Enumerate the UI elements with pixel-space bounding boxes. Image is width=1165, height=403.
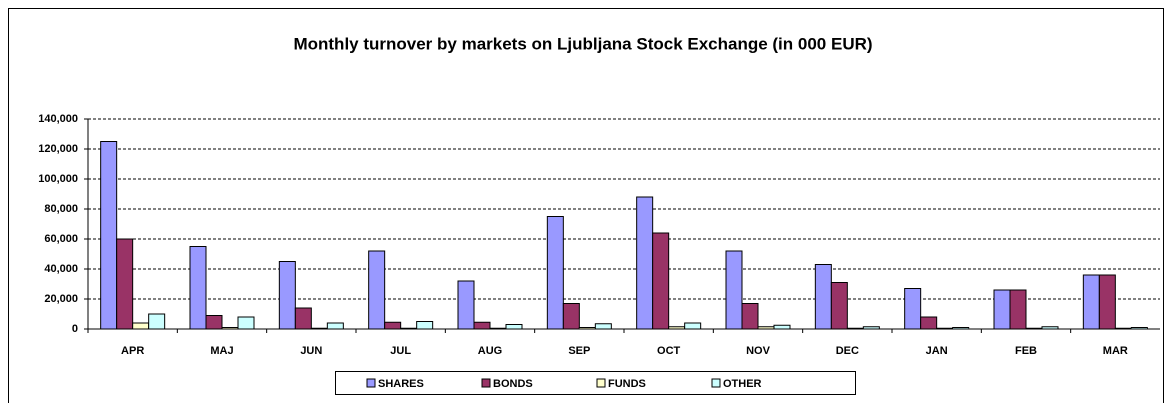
bar bbox=[1082, 274, 1100, 330]
bar bbox=[294, 307, 312, 330]
chart-frame bbox=[8, 8, 1164, 403]
bar bbox=[416, 321, 434, 330]
x-tick-label: APR bbox=[121, 345, 144, 357]
bar bbox=[546, 216, 564, 330]
bar bbox=[505, 324, 523, 330]
bar bbox=[741, 303, 759, 330]
legend-label: OTHER bbox=[723, 378, 762, 390]
x-tick-label: SEP bbox=[568, 345, 590, 357]
bar bbox=[594, 323, 612, 330]
bar bbox=[773, 324, 791, 330]
bar bbox=[684, 322, 702, 330]
x-tick-label: AUG bbox=[478, 345, 502, 357]
bar bbox=[132, 322, 150, 330]
bar bbox=[384, 321, 402, 330]
legend-swatch bbox=[711, 378, 721, 388]
x-tick-label: MAJ bbox=[210, 345, 233, 357]
y-tick-label: 0 bbox=[72, 323, 78, 335]
y-tick-label: 80,000 bbox=[44, 203, 78, 215]
x-tick-label: FEB bbox=[1015, 345, 1037, 357]
bar bbox=[205, 315, 223, 330]
chart-title: Monthly turnover by markets on Ljubljana… bbox=[293, 34, 872, 53]
bar bbox=[473, 321, 491, 330]
legend-label: FUNDS bbox=[608, 378, 646, 390]
bar bbox=[457, 280, 475, 330]
legend-swatch bbox=[481, 378, 491, 388]
x-tick-label: NOV bbox=[746, 345, 771, 357]
bar bbox=[1098, 274, 1116, 330]
legend-label: BONDS bbox=[493, 378, 533, 390]
legend-swatch bbox=[596, 378, 606, 388]
bar bbox=[326, 322, 344, 330]
bar bbox=[993, 289, 1011, 330]
y-tick-label: 40,000 bbox=[44, 263, 78, 275]
legend-box bbox=[335, 371, 856, 395]
bar bbox=[237, 316, 255, 330]
y-tick-label: 140,000 bbox=[38, 113, 78, 125]
x-tick-label: JUL bbox=[390, 345, 411, 357]
bar bbox=[189, 246, 207, 330]
x-tick-label: JAN bbox=[926, 345, 948, 357]
bar bbox=[368, 250, 386, 330]
bar bbox=[920, 316, 938, 330]
y-tick-label: 60,000 bbox=[44, 233, 78, 245]
bar bbox=[278, 261, 296, 330]
bar bbox=[1009, 289, 1027, 330]
y-tick-label: 120,000 bbox=[38, 143, 78, 155]
bar bbox=[904, 288, 922, 330]
bar bbox=[814, 264, 832, 330]
bar bbox=[636, 196, 654, 330]
legend-label: SHARES bbox=[378, 378, 424, 390]
x-tick-label: JUN bbox=[300, 345, 322, 357]
bar bbox=[116, 238, 134, 330]
x-tick-label: MAR bbox=[1103, 345, 1128, 357]
bar bbox=[100, 141, 118, 330]
bar bbox=[562, 303, 580, 330]
bar bbox=[725, 250, 743, 330]
bar bbox=[830, 282, 848, 330]
y-tick-label: 20,000 bbox=[44, 293, 78, 305]
y-tick-label: 100,000 bbox=[38, 173, 78, 185]
bar bbox=[652, 232, 670, 330]
bar bbox=[148, 313, 166, 330]
x-tick-label: OCT bbox=[657, 345, 681, 357]
x-tick-label: DEC bbox=[836, 345, 859, 357]
legend-swatch bbox=[366, 378, 376, 388]
